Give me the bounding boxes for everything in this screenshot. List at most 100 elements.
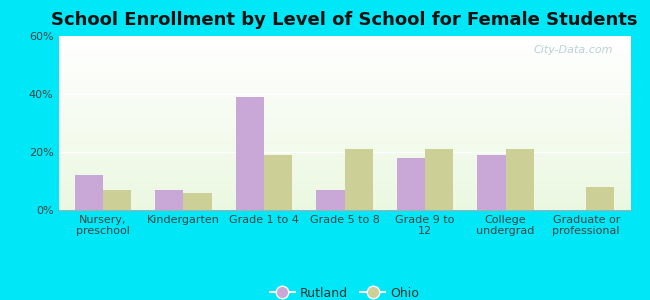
Bar — [58, 113, 630, 114]
Bar — [58, 161, 630, 162]
Bar — [58, 166, 630, 167]
Bar — [58, 122, 630, 123]
Bar — [58, 172, 630, 173]
Text: City-Data.com: City-Data.com — [534, 45, 614, 55]
Legend: Rutland, Ohio: Rutland, Ohio — [265, 282, 424, 300]
Bar — [58, 179, 630, 180]
Bar — [58, 184, 630, 185]
Bar — [58, 38, 630, 39]
Bar — [58, 165, 630, 166]
Bar — [58, 150, 630, 151]
Bar — [58, 55, 630, 56]
Bar — [58, 193, 630, 194]
Bar — [58, 152, 630, 153]
Bar — [183, 193, 211, 210]
Bar — [58, 66, 630, 67]
Bar — [58, 91, 630, 92]
Title: School Enrollment by Level of School for Female Students: School Enrollment by Level of School for… — [51, 11, 638, 29]
Bar — [58, 73, 630, 74]
Bar — [58, 69, 630, 70]
Bar — [58, 80, 630, 81]
Bar — [58, 65, 630, 66]
Bar — [58, 98, 630, 99]
Bar — [58, 173, 630, 174]
Bar — [58, 187, 630, 188]
Bar — [58, 123, 630, 124]
Bar — [58, 156, 630, 157]
Bar — [58, 180, 630, 181]
Bar — [58, 83, 630, 84]
Bar — [58, 70, 630, 71]
Bar — [58, 207, 630, 208]
Bar — [58, 199, 630, 200]
Bar — [58, 204, 630, 205]
Bar — [58, 118, 630, 119]
Bar — [58, 205, 630, 206]
Bar — [58, 111, 630, 112]
Bar — [58, 130, 630, 131]
Bar — [58, 125, 630, 126]
Bar — [58, 203, 630, 204]
Bar — [58, 112, 630, 113]
Bar — [58, 189, 630, 190]
Bar — [264, 155, 292, 210]
Bar — [58, 88, 630, 89]
Bar — [58, 54, 630, 55]
Bar — [58, 162, 630, 163]
Bar — [58, 74, 630, 75]
Bar — [58, 99, 630, 100]
Bar — [58, 42, 630, 43]
Bar — [58, 188, 630, 189]
Bar — [58, 120, 630, 121]
Bar — [58, 97, 630, 98]
Bar — [75, 175, 103, 210]
Bar — [58, 132, 630, 133]
Bar — [58, 197, 630, 198]
Bar — [58, 114, 630, 115]
Bar — [58, 129, 630, 130]
Bar — [58, 151, 630, 152]
Bar — [58, 51, 630, 52]
Bar — [58, 147, 630, 148]
Bar — [58, 75, 630, 76]
Bar — [58, 139, 630, 140]
Bar — [58, 81, 630, 82]
Bar — [58, 95, 630, 96]
Bar — [58, 198, 630, 199]
Bar — [58, 60, 630, 61]
Bar — [58, 148, 630, 149]
Bar — [58, 192, 630, 193]
Bar — [58, 177, 630, 178]
Bar — [155, 190, 183, 210]
Bar — [317, 190, 345, 210]
Bar — [58, 104, 630, 105]
Bar — [58, 163, 630, 164]
Bar — [58, 63, 630, 64]
Bar — [58, 85, 630, 86]
Bar — [58, 136, 630, 137]
Bar — [58, 160, 630, 161]
Bar — [425, 149, 453, 210]
Bar — [58, 143, 630, 144]
Bar — [58, 56, 630, 57]
Bar — [58, 160, 630, 161]
Bar — [58, 119, 630, 120]
Bar — [58, 93, 630, 94]
Bar — [58, 202, 630, 203]
Bar — [58, 115, 630, 116]
Bar — [58, 186, 630, 187]
Bar — [58, 102, 630, 103]
Bar — [58, 87, 630, 88]
Bar — [58, 72, 630, 73]
Bar — [58, 110, 630, 111]
Bar — [58, 183, 630, 184]
Bar — [58, 36, 630, 37]
Bar — [58, 141, 630, 142]
Bar — [58, 195, 630, 196]
Bar — [58, 94, 630, 95]
Bar — [58, 200, 630, 201]
Bar — [58, 53, 630, 54]
Bar — [58, 149, 630, 150]
Bar — [58, 168, 630, 169]
Bar — [58, 164, 630, 165]
